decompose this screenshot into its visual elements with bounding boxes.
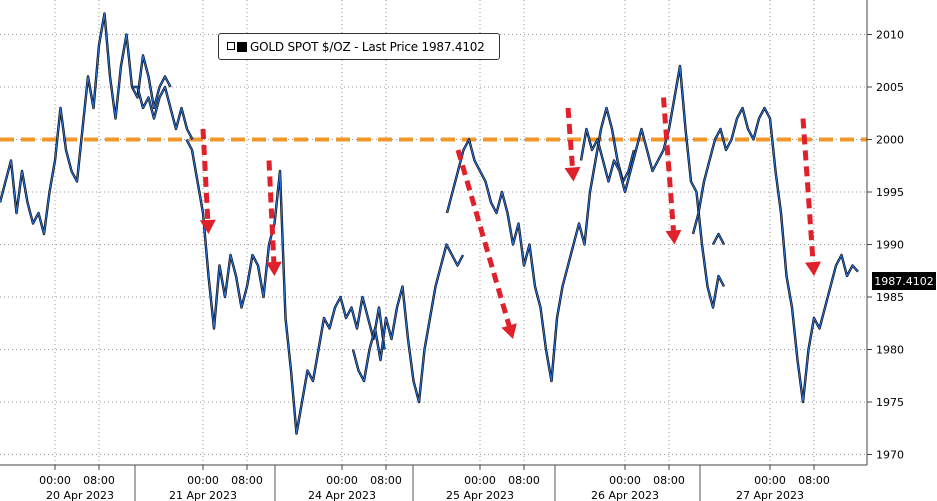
y-tick-label: 1990 [876,239,904,252]
arrow-head [501,323,517,339]
legend: GOLD SPOT $/OZ - Last Price 1987.4102 [218,33,500,60]
arrow-shaft [266,160,277,263]
arrow-head [665,229,682,245]
y-tick-label: 1995 [876,186,904,199]
x-tick-label: 08:00 [508,474,540,487]
x-tick-label: 00:00 [187,474,219,487]
arrow-shaft [800,118,816,263]
x-tick-label: 08:00 [798,474,830,487]
x-tick-label: 00:00 [326,474,358,487]
series-line-shadow [185,138,386,435]
series-line [580,65,725,309]
y-tick-label: 1985 [876,291,904,304]
y-tick-label: 1980 [876,344,904,357]
y-tick-label: 2000 [876,134,904,147]
series-line-shadow [691,106,859,404]
y-tick-label: 1975 [876,396,904,409]
y-tick-label: 2005 [876,81,904,94]
x-tick-label: 08:00 [83,474,115,487]
arrow-head [265,261,282,276]
arrow-shaft [565,107,575,168]
x-date-label: 26 Apr 2023 [591,489,659,501]
x-tick-label: 08:00 [370,474,402,487]
x-date-label: 21 Apr 2023 [169,489,237,501]
series-line [692,107,859,403]
x-date-label: 24 Apr 2023 [308,489,376,501]
arrow-shaft [661,97,676,231]
series-line-shadow [711,232,726,246]
legend-swatch-icon [237,41,247,52]
y-tick-label: 2010 [876,29,904,42]
x-tick-label: 08:00 [653,474,685,487]
series-line [446,107,635,382]
x-date-label: 27 Apr 2023 [736,489,804,501]
legend-label: GOLD SPOT $/OZ - Last Price 1987.4102 [250,39,485,54]
arrow-head [805,261,821,276]
x-date-label: 25 Apr 2023 [446,489,514,501]
series-line [0,12,172,235]
x-tick-label: 00:00 [754,474,786,487]
x-tick-label: 00:00 [39,474,71,487]
series-line [132,86,194,140]
annotation-arrows-layer [199,97,821,339]
arrow-shaft [200,128,211,221]
arrow-head [199,219,216,234]
series-layer [0,12,859,435]
y-tick-label: 1970 [876,449,904,462]
series-line [185,139,386,435]
series-line-shadow [0,12,172,236]
axis-layer: 1970 1975 1980 1985 1990 1995 2000 2005 2010 00:0… [0,0,904,501]
last-price-label: 1987.4102 [872,272,936,290]
arrow-shaft [455,149,512,327]
arrow-head [564,166,581,182]
x-tick-label: 00:00 [609,474,641,487]
x-tick-label: 08:00 [231,474,263,487]
legend-outline-icon [227,41,235,50]
x-tick-label: 00:00 [464,474,496,487]
x-date-label: 20 Apr 2023 [46,489,114,501]
series-line [712,233,725,245]
series-line [352,243,464,403]
